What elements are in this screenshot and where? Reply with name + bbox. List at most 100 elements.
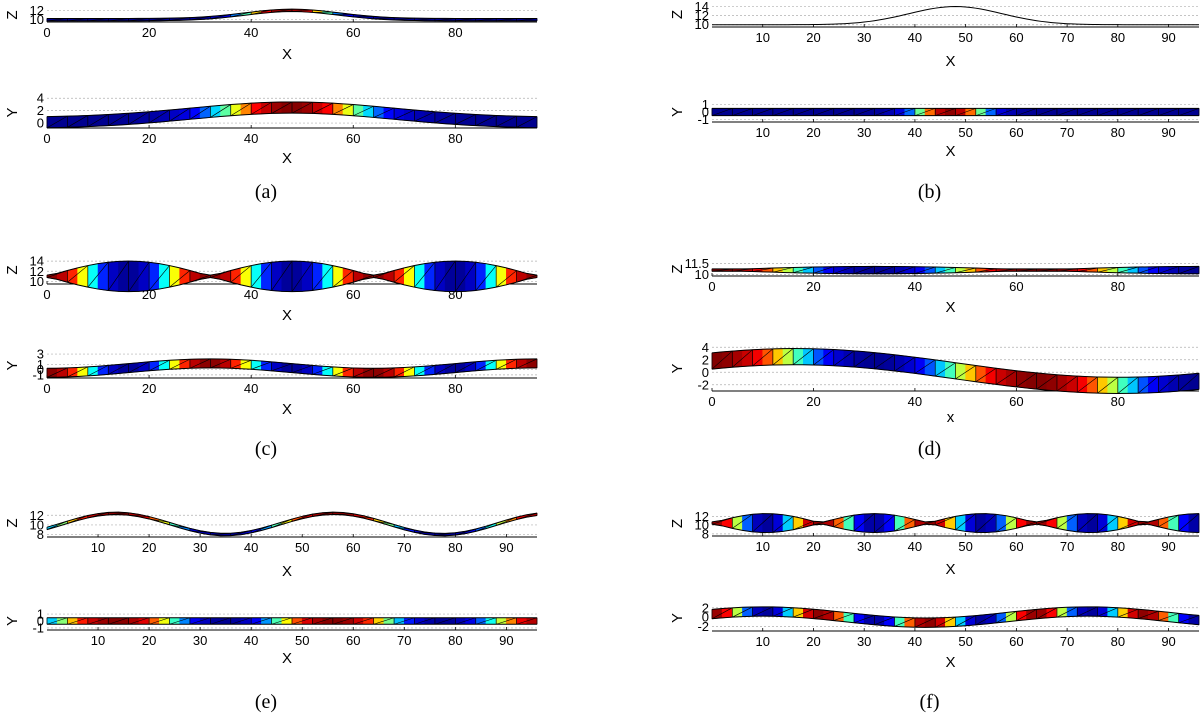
mesh-diagonal — [995, 370, 1017, 385]
mesh-cell — [97, 617, 109, 625]
mesh-diagonal — [169, 617, 191, 625]
mesh-diagonal — [1178, 513, 1200, 532]
mesh-diagonal — [975, 514, 997, 533]
x-tick-label: 10 — [91, 540, 105, 555]
mesh-diagonal — [894, 266, 916, 275]
mesh-diagonal — [1056, 108, 1078, 116]
mesh-cell — [843, 514, 855, 532]
mesh-cell — [894, 266, 906, 275]
mesh-diagonal — [793, 108, 814, 116]
mesh-diagonal — [353, 617, 374, 625]
mesh-diagonal — [853, 352, 875, 368]
x-axis-label: x — [947, 409, 955, 426]
surface-upper-edge — [46, 358, 538, 369]
mesh-diagonal — [1036, 374, 1058, 390]
y-tick-label: 0 — [702, 365, 709, 380]
x-tick-label: 20 — [142, 633, 156, 648]
x-tick-label: 80 — [1111, 634, 1125, 649]
y-tick-label: 10 — [30, 274, 44, 289]
mesh-cell — [301, 101, 313, 114]
mesh-cell — [128, 617, 140, 625]
mesh-cell — [965, 513, 977, 533]
mesh-cell — [271, 617, 283, 625]
x-tick-label: 10 — [755, 634, 769, 649]
mesh-cell — [352, 367, 364, 378]
mesh-cell — [444, 363, 456, 374]
x-tick-label: 90 — [499, 633, 513, 648]
mesh-cell — [1158, 375, 1169, 393]
mesh-diagonal — [312, 265, 334, 291]
x-tick-label: 20 — [142, 131, 156, 146]
y-tick-label: 12 — [30, 3, 44, 18]
x-tick-label: 30 — [857, 30, 871, 45]
mesh-cell — [1188, 108, 1200, 116]
mesh-diagonal — [312, 102, 333, 114]
mesh-diagonal — [1178, 266, 1200, 275]
y-tick-label: 14 — [30, 254, 44, 269]
mesh-diagonal — [414, 262, 436, 288]
x-tick-label: 40 — [244, 25, 258, 40]
mesh-cell — [1168, 374, 1180, 393]
mesh-diagonal — [1056, 514, 1078, 529]
mesh-cell — [894, 108, 906, 116]
mesh-cell — [762, 348, 774, 366]
x-tick-label: 90 — [1161, 125, 1175, 140]
x-tick-label: 20 — [806, 634, 820, 649]
mesh-diagonal — [393, 366, 415, 378]
mesh-cell — [506, 115, 517, 128]
mesh-diagonal — [271, 617, 293, 625]
y-tick-label: 2 — [702, 352, 709, 367]
y-axis-label: Z — [669, 264, 686, 273]
mesh-diagonal — [1016, 609, 1037, 622]
mesh-cell — [955, 267, 966, 274]
mesh-cell — [975, 513, 987, 533]
mesh-diagonal — [516, 116, 538, 128]
x-axis-label: X — [282, 46, 292, 63]
mesh-cell — [199, 105, 211, 119]
mesh-cell — [67, 115, 78, 128]
mesh-cell — [955, 108, 966, 116]
mesh-cell — [444, 617, 456, 625]
mesh-cell — [1076, 513, 1088, 533]
mesh-cell — [465, 361, 477, 373]
x-axis-label: X — [282, 150, 292, 167]
mesh-cell — [1046, 108, 1058, 116]
y-tick-label: 12 — [695, 8, 709, 23]
mesh-cell — [46, 367, 58, 378]
mesh-diagonal — [894, 519, 916, 532]
x-tick-label: 0 — [43, 25, 50, 40]
mesh-cell — [934, 266, 946, 274]
mesh-cell — [169, 617, 181, 625]
x-tick-label: 80 — [448, 540, 462, 555]
mesh-diagonal — [955, 615, 976, 627]
x-tick-label: 30 — [857, 125, 871, 140]
mesh-cell — [148, 261, 160, 291]
mesh-diagonal — [955, 513, 976, 531]
mesh-cell — [230, 358, 242, 370]
mesh-cell — [1026, 371, 1037, 390]
mesh-diagonal — [128, 262, 150, 292]
x-tick-label: 80 — [448, 131, 462, 146]
mesh-diagonal — [955, 267, 976, 274]
mesh-cell — [138, 617, 150, 625]
mesh-cell — [424, 365, 436, 376]
mesh-cell — [291, 260, 303, 292]
mesh-cell — [383, 367, 395, 378]
mesh-cell — [1097, 376, 1108, 394]
x-tick-label: 40 — [244, 381, 258, 396]
mesh-cell — [434, 617, 446, 625]
mesh-cell — [904, 266, 916, 274]
surface-lower-edge — [711, 364, 1200, 394]
panel-caption: (b) — [918, 181, 941, 203]
mesh-cell — [373, 367, 385, 378]
mesh-diagonal — [935, 108, 956, 116]
mesh-diagonal — [189, 617, 211, 625]
mesh-cell — [914, 617, 926, 628]
mesh-cell — [731, 349, 743, 368]
mesh-cell — [77, 617, 89, 625]
mesh-cell — [77, 265, 89, 288]
x-tick-label: 50 — [958, 634, 972, 649]
surface-upper-edge — [46, 8, 538, 19]
mesh-cell — [1087, 108, 1098, 116]
mesh-cell — [403, 265, 415, 288]
